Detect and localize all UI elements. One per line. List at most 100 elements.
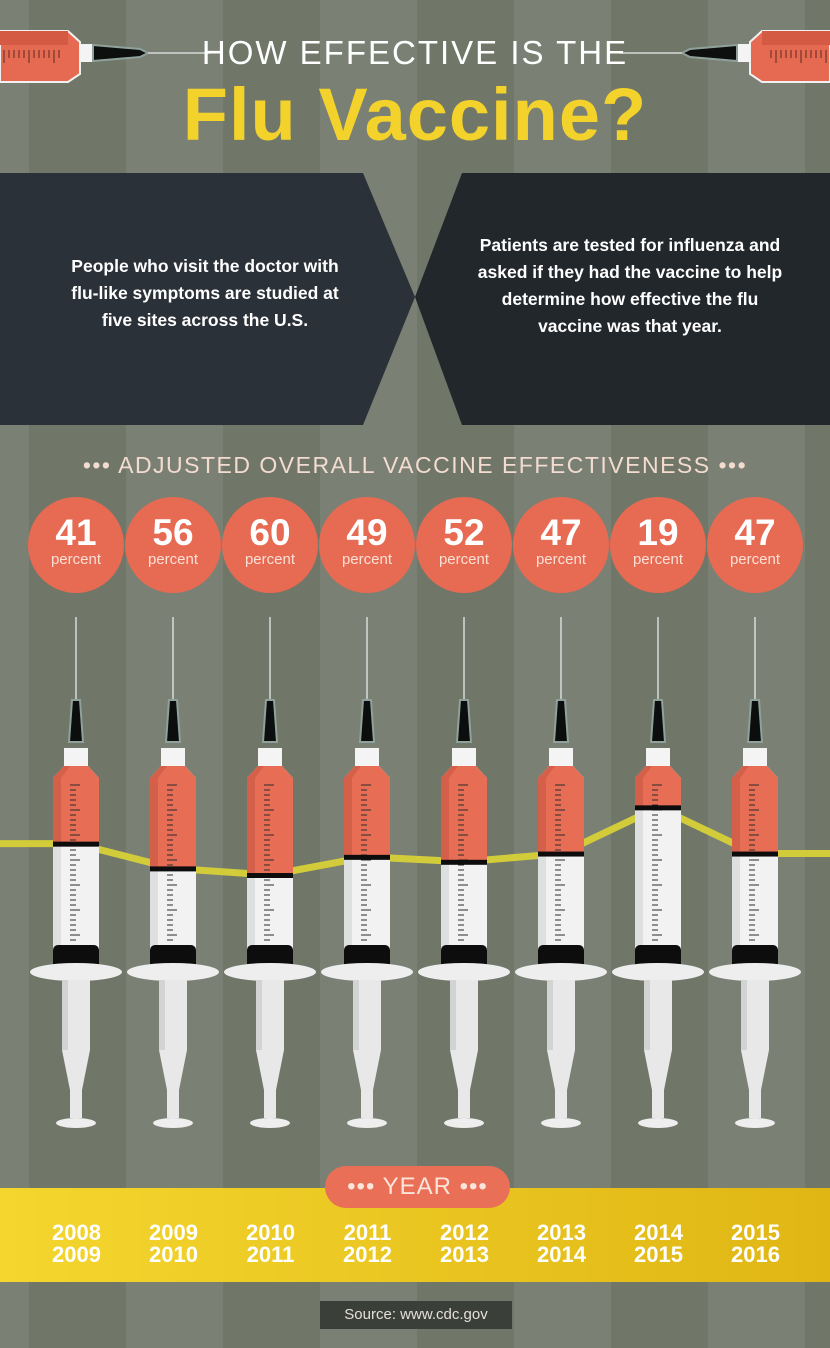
unit-label: percent [244, 551, 296, 568]
fill-shade [732, 766, 749, 854]
flange [612, 963, 704, 981]
collar [161, 748, 185, 766]
value-label: 47 [540, 512, 582, 553]
hub [261, 699, 279, 743]
syringe-mark [127, 617, 219, 1128]
source-label: Source: www.cdc.gov [320, 1301, 512, 1329]
syringe-mark [515, 617, 607, 1128]
value-label: 60 [249, 512, 291, 553]
value-circle: 60 percent [222, 497, 318, 593]
barrel-shade [732, 778, 740, 955]
fill-level [441, 766, 487, 862]
year-start: 2011 [343, 1220, 392, 1245]
unit-label: percent [438, 551, 490, 568]
syringe-collar [80, 44, 93, 62]
value-circle: 47 percent [513, 497, 609, 593]
year-end: 2010 [149, 1242, 198, 1267]
effectiveness-line [0, 803, 830, 879]
plunger-foot [638, 1118, 678, 1128]
plunger [450, 980, 478, 1118]
fill-level [635, 766, 681, 808]
fill-shade [635, 766, 652, 808]
year-tick-label: 2012 2013 [416, 1222, 513, 1266]
flange [30, 963, 122, 981]
fill-shade [538, 766, 555, 854]
plunger [644, 980, 672, 1118]
plunger [547, 980, 575, 1118]
collar [64, 748, 88, 766]
hub [455, 699, 473, 743]
collar [646, 748, 670, 766]
value-circle: 56 percent [125, 497, 221, 593]
syringe-mark [30, 617, 122, 1128]
year-end: 2011 [246, 1242, 295, 1267]
plunger-seal [53, 841, 99, 847]
syringe-collar [737, 44, 750, 62]
fill-shade [344, 766, 361, 857]
value-circle: 41 percent [28, 497, 124, 593]
syringe-mark [224, 617, 316, 1128]
fill-shade [247, 766, 264, 875]
plunger-seal [441, 859, 487, 865]
year-end: 2013 [440, 1242, 489, 1267]
year-start: 2009 [149, 1220, 198, 1245]
year-tick-label: 2011 2012 [319, 1222, 416, 1266]
plunger-foot [735, 1118, 775, 1128]
fill-shade [150, 766, 167, 869]
plunger [741, 980, 769, 1118]
value-label: 52 [443, 512, 485, 553]
plunger-shade [547, 980, 553, 1050]
syringe-mark [418, 617, 510, 1128]
value-label: 47 [734, 512, 776, 553]
year-tick-label: 2013 2014 [513, 1222, 610, 1266]
barrel-shade [441, 778, 449, 955]
unit-label: percent [147, 551, 199, 568]
fill-level [344, 766, 390, 857]
hub [164, 699, 182, 743]
plunger-seal [344, 854, 390, 860]
value-label: 41 [55, 512, 97, 553]
year-tick-label: 2015 2016 [707, 1222, 804, 1266]
collar [452, 748, 476, 766]
collar [258, 748, 282, 766]
hub [649, 699, 667, 743]
plunger-seal [150, 866, 196, 872]
plunger [353, 980, 381, 1118]
title-line-2: Flu Vaccine? [182, 73, 648, 156]
collar [355, 748, 379, 766]
plunger-foot [444, 1118, 484, 1128]
info-panel-right-text: Patients are tested for influenza and as… [477, 235, 783, 336]
plunger-foot [153, 1118, 193, 1128]
header-syringe-icon [620, 30, 830, 83]
plunger-shade [353, 980, 359, 1050]
hub [358, 699, 376, 743]
unit-label: percent [729, 551, 781, 568]
year-tick-label: 2008 2009 [28, 1222, 125, 1266]
year-start: 2013 [537, 1220, 586, 1245]
year-end: 2014 [537, 1242, 586, 1267]
syringe-mark [612, 617, 704, 1128]
plunger-shade [62, 980, 68, 1050]
flange [418, 963, 510, 981]
unit-label: percent [341, 551, 393, 568]
plunger-seal [247, 873, 293, 878]
year-tick-label: 2014 2015 [610, 1222, 707, 1266]
plunger [256, 980, 284, 1118]
info-panel-left [0, 173, 415, 425]
plunger [62, 980, 90, 1118]
plunger-foot [541, 1118, 581, 1128]
info-panel-right [415, 173, 830, 425]
syringe-hub [679, 43, 738, 63]
value-label: 56 [152, 512, 194, 553]
year-start: 2014 [634, 1220, 683, 1245]
collar [743, 748, 767, 766]
barrel-shade [53, 778, 61, 955]
unit-label: percent [632, 551, 684, 568]
flange [321, 963, 413, 981]
year-end: 2012 [343, 1242, 392, 1267]
fill-shade [441, 766, 458, 862]
hub [67, 699, 85, 743]
hub [746, 699, 764, 743]
year-start: 2012 [440, 1220, 489, 1245]
